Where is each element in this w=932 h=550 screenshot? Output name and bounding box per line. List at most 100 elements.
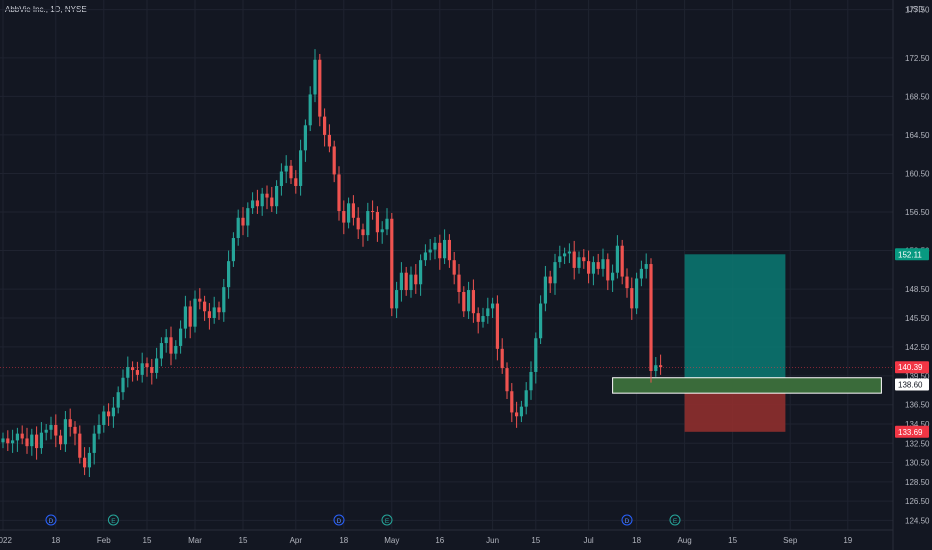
candle-body (145, 363, 149, 368)
candle-body (371, 211, 375, 213)
candle-body (102, 411, 106, 425)
candle-body (486, 308, 490, 317)
y-tick-label: 136.50 (905, 401, 930, 410)
candle-body (577, 257, 581, 268)
entry-price-tag-bg (895, 378, 929, 391)
event-marker (381, 514, 393, 526)
candle-body (44, 429, 48, 433)
candle-body (179, 328, 183, 346)
candle-body (255, 200, 259, 207)
candle-body (414, 274, 418, 285)
y-tick-label: 164.50 (905, 131, 930, 140)
candle-body (591, 262, 595, 274)
candle-body (275, 185, 279, 207)
candle-body (476, 313, 480, 322)
candle-body (539, 303, 543, 339)
candle-body (97, 424, 101, 434)
candle-body (500, 348, 504, 369)
y-tick-label: 177.50 (905, 6, 930, 15)
candle-body (601, 259, 605, 269)
candle-body (385, 218, 389, 230)
event-marker-label: D (625, 518, 630, 525)
candle-body (265, 193, 269, 198)
candle-body (11, 440, 15, 444)
candle-body (78, 433, 82, 458)
candle-body (428, 249, 432, 253)
event-marker (107, 514, 119, 526)
candle-body (270, 197, 274, 207)
x-tick-label: 18 (51, 536, 60, 545)
candle-body (582, 257, 586, 262)
candle-body (260, 193, 264, 207)
candle-body (212, 307, 216, 318)
candle-body (318, 59, 322, 117)
candle-body (606, 259, 610, 281)
candle-body (131, 367, 135, 371)
y-tick-label: 130.50 (905, 459, 930, 468)
candle-body (380, 229, 384, 233)
candle-body (510, 391, 514, 413)
candle-body (625, 276, 629, 289)
candle-body (183, 306, 187, 329)
last-price-tag: 140.39 (898, 363, 923, 372)
candle-body (87, 452, 91, 468)
candle-body (49, 424, 53, 430)
x-tick-label: Aug (677, 536, 691, 545)
candle-body (654, 365, 658, 371)
candle-body (227, 261, 231, 288)
candle-body (519, 406, 523, 417)
candle-body (135, 370, 139, 375)
event-marker-label: E (385, 518, 390, 525)
candle-body (462, 291, 466, 312)
candle-body (471, 290, 475, 314)
x-tick-label: 19 (843, 536, 852, 545)
last-price-tag-bg (895, 361, 929, 374)
candle-body (164, 337, 168, 344)
candle-body (323, 116, 327, 135)
candle-body (327, 134, 331, 147)
event-marker-label: D (49, 518, 54, 525)
x-tick-label: Jun (486, 536, 499, 545)
y-tick-label: 128.50 (905, 478, 930, 487)
candle-body (567, 251, 571, 254)
support-zone (612, 377, 882, 394)
candle-body (481, 316, 485, 322)
candle-body (150, 367, 154, 373)
candle-body (107, 411, 111, 417)
candle-body (390, 218, 394, 309)
candle-body (73, 426, 77, 434)
candle-body (409, 274, 413, 291)
candle-body (635, 278, 639, 309)
candle-body (558, 256, 562, 263)
x-tick-label: 18 (339, 536, 348, 545)
event-marker (621, 514, 633, 526)
y-tick-label: 145.50 (905, 314, 930, 323)
x-tick-label: 15 (728, 536, 737, 545)
candle-body (155, 358, 159, 373)
x-tick-label: Jul (583, 536, 593, 545)
candle-body (126, 367, 130, 378)
candle-body (534, 338, 538, 372)
candle-body (452, 260, 456, 275)
event-marker-label: E (111, 518, 116, 525)
candle-body (505, 368, 509, 392)
candle-body (553, 262, 557, 284)
candle-body (342, 211, 346, 223)
candle-body (347, 203, 351, 223)
candle-body (587, 261, 591, 274)
candle-body (337, 174, 341, 212)
y-tick-label: 132.50 (905, 439, 930, 448)
candle-body (289, 165, 293, 179)
candle-body (203, 301, 207, 312)
candle-body (121, 377, 125, 393)
candle-body (443, 239, 447, 259)
candle-body (543, 276, 547, 304)
entry-price-tag: 138.60 (898, 380, 923, 389)
candle-body (59, 435, 63, 445)
candle-body (491, 303, 495, 309)
y-tick-label: 168.50 (905, 92, 930, 101)
candle-body (495, 303, 499, 349)
y-tick-label: 139.50 (905, 372, 930, 381)
candle-body (39, 432, 43, 449)
